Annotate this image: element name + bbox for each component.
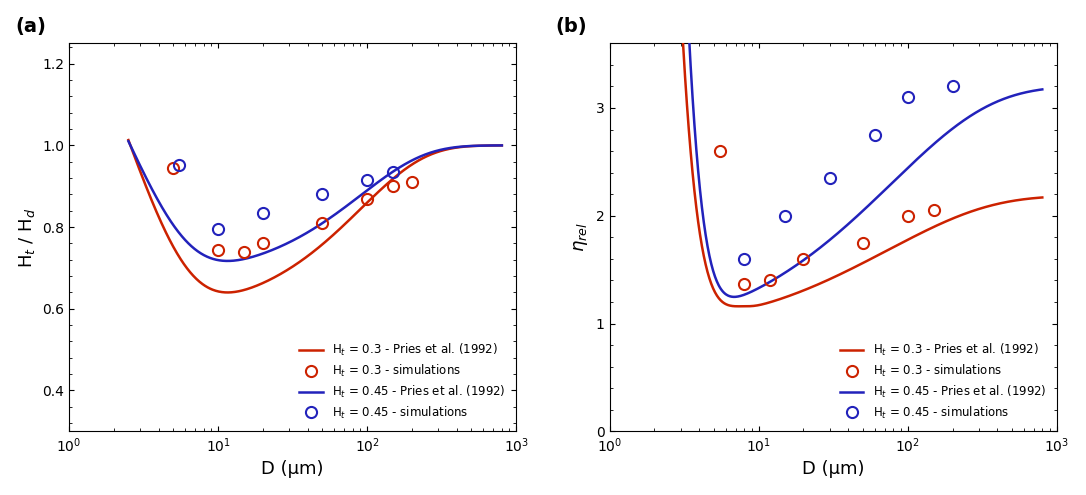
X-axis label: D (μm): D (μm): [262, 460, 324, 478]
Legend: H$_t$ = 0.3 - Pries et al. (1992), H$_t$ = 0.3 - simulations, H$_t$ = 0.45 - Pri: H$_t$ = 0.3 - Pries et al. (1992), H$_t$…: [835, 338, 1051, 425]
Text: (b): (b): [556, 16, 588, 36]
Legend: H$_t$ = 0.3 - Pries et al. (1992), H$_t$ = 0.3 - simulations, H$_t$ = 0.45 - Pri: H$_t$ = 0.3 - Pries et al. (1992), H$_t$…: [294, 338, 510, 425]
Y-axis label: $\eta_{rel}$: $\eta_{rel}$: [572, 222, 590, 252]
Text: (a): (a): [15, 16, 47, 36]
Y-axis label: H$_t$ / H$_d$: H$_t$ / H$_d$: [16, 207, 37, 267]
X-axis label: D (μm): D (μm): [801, 460, 864, 478]
